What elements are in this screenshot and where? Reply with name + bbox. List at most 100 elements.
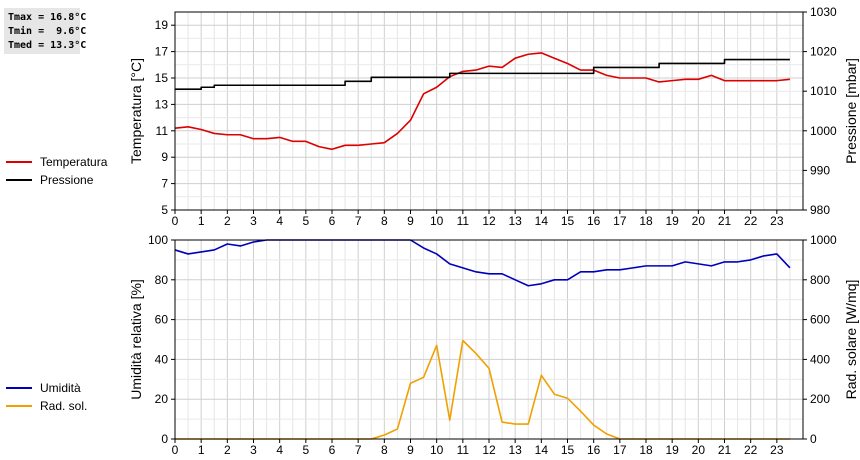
chart-panel-2: 0 1 2 3 4 5 6 7 8 9 10 11 12 13 14 15 16 17 18 19 20 21 22 2302… [128, 233, 859, 457]
y2-tick-label: 1010 [810, 84, 837, 98]
x-tick-label: 17 [613, 214, 627, 228]
y-axis-label: Umidità relativa [%] [128, 279, 144, 400]
x-tick-label: 22 [744, 443, 758, 457]
y-tick-label: 9 [161, 150, 168, 164]
y-tick-label: 5 [161, 203, 168, 217]
x-tick-label: 7 [355, 214, 362, 228]
x-tick-label: 4 [276, 443, 283, 457]
stat-tmax: Tmax = 16.8°C [8, 12, 87, 23]
x-tick-label: 23 [770, 443, 784, 457]
y2-tick-label: 400 [810, 352, 830, 366]
x-tick-label: 4 [276, 214, 283, 228]
x-tick-label: 11 [457, 214, 470, 228]
x-tick-label: 14 [535, 443, 549, 457]
y-tick-label: 15 [155, 71, 169, 85]
x-tick-label: 10 [430, 214, 444, 228]
y-tick-label: 20 [155, 392, 169, 406]
legend-label: Umidità [40, 381, 81, 395]
y-tick-label: 60 [155, 313, 169, 327]
legend-item-umidita: Umidità [6, 379, 87, 397]
x-tick-label: 6 [329, 443, 336, 457]
x-tick-label: 19 [665, 443, 679, 457]
chart-panel-1: 0 1 2 3 4 5 6 7 8 9 10 11 12 13 14 15 16 17 18 19 20 21 22 2357… [128, 5, 859, 228]
x-tick-label: 23 [770, 214, 784, 228]
x-tick-label: 15 [561, 214, 575, 228]
x-tick-label: 21 [718, 443, 732, 457]
legend-swatch [6, 161, 32, 163]
y-tick-label: 7 [161, 177, 168, 191]
y-tick-label: 0 [161, 432, 168, 446]
x-tick-label: 1 [198, 443, 205, 457]
x-tick-label: 13 [508, 214, 522, 228]
x-tick-label: 19 [665, 214, 679, 228]
x-tick-label: 12 [482, 443, 496, 457]
x-tick-label: 14 [535, 214, 549, 228]
x-tick-label: 7 [355, 443, 362, 457]
x-tick-label: 16 [587, 443, 601, 457]
x-tick-label: 3 [250, 214, 257, 228]
legend-item-rad-sol: Rad. sol. [6, 397, 87, 415]
y2-tick-label: 1000 [810, 124, 837, 138]
legend-label: Pressione [40, 173, 94, 187]
x-tick-label: 0 [172, 443, 179, 457]
y-tick-label: 80 [155, 273, 169, 287]
x-tick-label: 5 [302, 443, 309, 457]
x-tick-label: 9 [407, 443, 414, 457]
legend-item-temperatura: Temperatura [6, 153, 107, 171]
y2-axis-label: Pressione [mbar] [843, 58, 859, 164]
series-line-rad-sol- [175, 339, 790, 440]
x-tick-label: 20 [692, 443, 706, 457]
x-tick-label: 10 [430, 443, 444, 457]
x-tick-label: 21 [718, 214, 732, 228]
stat-tmin: Tmin = 9.6°C [8, 26, 87, 37]
y-tick-label: 11 [156, 124, 169, 138]
y2-tick-label: 600 [810, 313, 830, 327]
series-line-temperatura [174, 52, 790, 151]
series-line-umidit- [174, 239, 791, 287]
legend-swatch [6, 405, 32, 407]
legend-bottom: Umidità Rad. sol. [6, 379, 87, 415]
x-tick-label: 13 [508, 443, 522, 457]
y2-tick-label: 980 [810, 203, 830, 217]
y-tick-label: 17 [155, 45, 169, 59]
x-tick-label: 1 [198, 214, 205, 228]
x-tick-label: 3 [250, 443, 257, 457]
legend-swatch [6, 387, 32, 389]
y-axis-label: Temperatura [°C] [128, 58, 144, 164]
stat-tmed: Tmed = 13.3°C [8, 40, 87, 51]
x-tick-label: 8 [381, 214, 388, 228]
x-tick-label: 17 [613, 443, 627, 457]
y2-tick-label: 200 [810, 392, 830, 406]
x-tick-label: 0 [172, 214, 179, 228]
x-tick-label: 12 [482, 214, 496, 228]
x-tick-label: 9 [407, 214, 414, 228]
y2-axis-label: Rad. solare [W/mq] [843, 280, 859, 400]
x-tick-label: 2 [224, 443, 231, 457]
x-tick-label: 15 [561, 443, 575, 457]
y2-tick-label: 1000 [810, 233, 837, 247]
x-tick-label: 11 [457, 443, 470, 457]
y-tick-label: 19 [155, 18, 169, 32]
x-tick-label: 22 [744, 214, 758, 228]
x-tick-label: 18 [639, 214, 653, 228]
x-tick-label: 18 [639, 443, 653, 457]
legend-swatch [6, 179, 32, 181]
x-tick-label: 2 [224, 214, 231, 228]
stats-box: Tmax = 16.8°C Tmin = 9.6°C Tmed = 13.3°C [4, 8, 87, 54]
y2-tick-label: 990 [810, 163, 830, 177]
y2-tick-label: 0 [810, 432, 817, 446]
x-tick-label: 5 [302, 214, 309, 228]
legend-label: Temperatura [40, 155, 108, 169]
legend-item-pressione: Pressione [6, 171, 107, 189]
y-tick-label: 13 [155, 97, 169, 111]
y2-tick-label: 1020 [810, 45, 837, 59]
y-tick-label: 100 [148, 233, 168, 247]
x-tick-label: 16 [587, 214, 601, 228]
y2-tick-label: 1030 [810, 5, 837, 19]
x-tick-label: 6 [329, 214, 336, 228]
x-tick-label: 8 [381, 443, 388, 457]
legend-top: Temperatura Pressione [6, 153, 107, 189]
legend-label: Rad. sol. [40, 399, 88, 413]
y-tick-label: 40 [155, 352, 169, 366]
y2-tick-label: 800 [810, 273, 830, 287]
